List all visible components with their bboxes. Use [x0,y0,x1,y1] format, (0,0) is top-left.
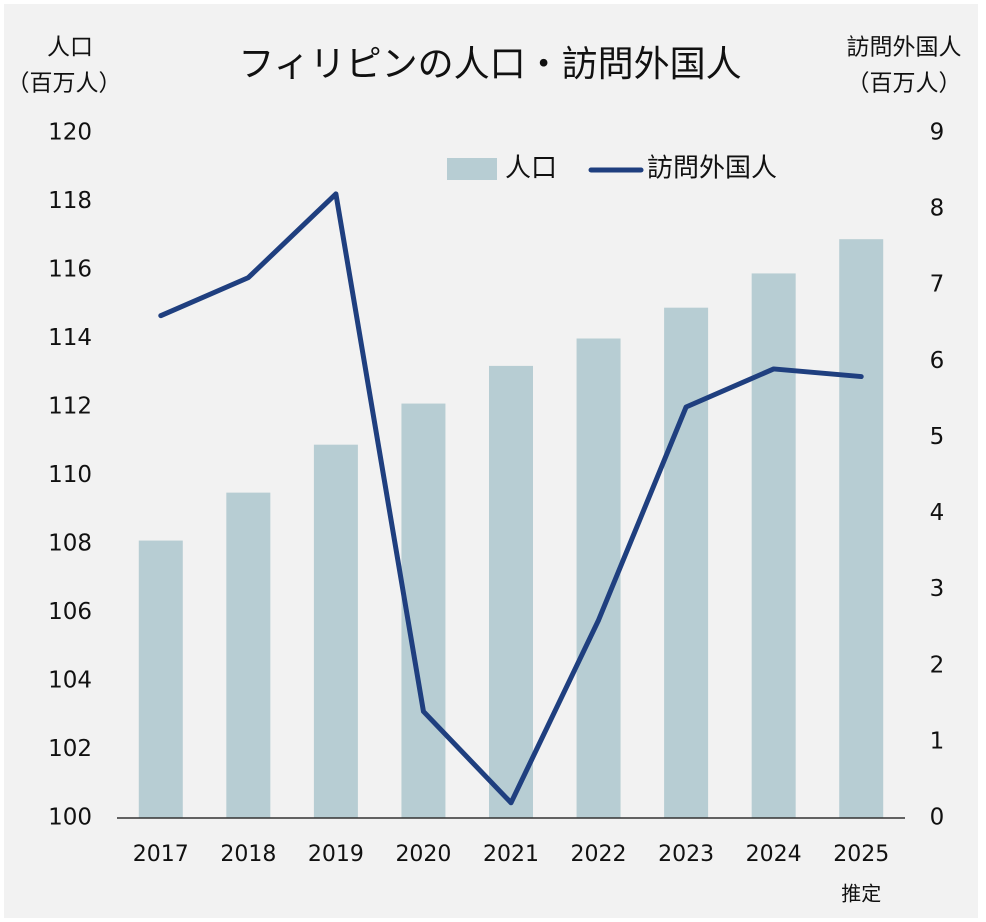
y2-axis-label: （百万人） [847,71,962,97]
x-tick-label: 2025 [833,842,889,867]
y-axis-label: 人口 [47,35,93,61]
y-tick-label: 114 [48,325,92,351]
category-note: 推定 [841,882,881,906]
x-tick-label: 2020 [395,842,451,867]
line-series [158,191,864,806]
y2-tick-label: 6 [930,348,945,374]
y-tick-label: 112 [48,394,92,420]
x-tick-label: 2019 [308,842,364,867]
y-axis-label: （百万人） [7,71,122,97]
legend-label: 訪問外国人 [647,154,777,184]
x-tick-label: 2021 [483,842,539,867]
bar [751,273,796,818]
y-tick-label: 118 [48,188,92,214]
y2-tick-label: 3 [930,576,945,602]
bar [489,365,533,818]
y-tick-label: 116 [48,257,92,283]
y2-axis-label: 訪問外国人 [847,35,962,61]
y-tick-label: 120 [48,120,92,146]
bar [313,444,358,818]
x-tick-label: 2023 [658,842,714,867]
legend-swatch [447,158,497,180]
x-tick-label: 2024 [746,842,802,867]
bar [839,239,884,819]
y-tick-label: 108 [48,531,92,557]
y-tick-label: 102 [48,736,92,762]
x-tick-label: 2018 [220,842,276,867]
y2-tick-label: 9 [930,120,945,146]
bar [226,492,271,818]
legend-label: 人口 [505,154,557,184]
x-tick-label: 2022 [571,842,627,867]
y-tick-label: 100 [48,805,92,831]
y2-tick-label: 7 [930,272,945,298]
y-tick-label: 106 [48,599,92,625]
y2-tick-label: 1 [930,728,945,754]
y2-tick-label: 0 [930,805,945,831]
bar [138,540,183,818]
y2-tick-label: 2 [930,652,945,678]
y2-tick-label: 5 [930,424,945,450]
y2-tick-label: 8 [930,196,945,222]
y2-tick-label: 4 [930,500,945,526]
y-tick-label: 110 [48,462,92,488]
bar [664,307,709,818]
x-tick-label: 2017 [133,842,189,867]
y-tick-label: 104 [48,668,92,694]
chart-title: フィリピンの人口・訪問外国人 [238,44,741,85]
